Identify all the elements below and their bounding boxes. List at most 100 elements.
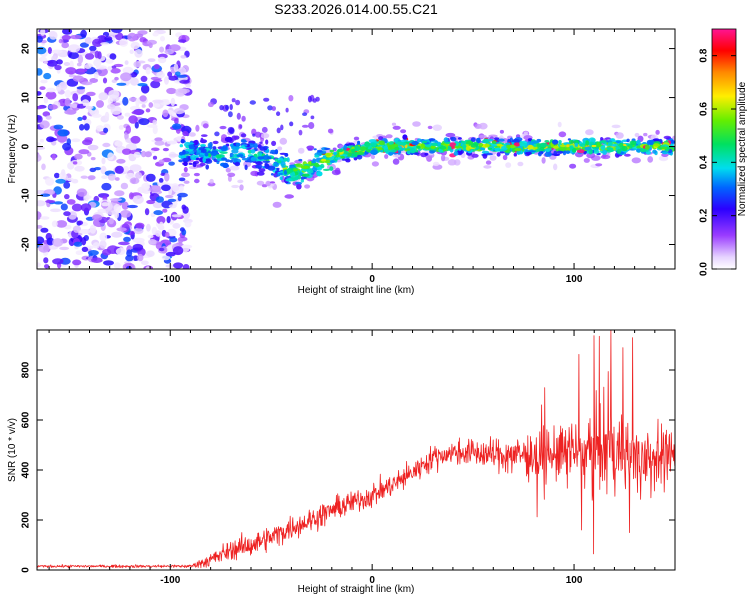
trace-blob <box>513 152 517 157</box>
colorbar: 0.0 0.2 0.4 0.6 0.8 Normalized spectral ampl… <box>699 28 748 276</box>
snr-ylabel: SNR (10 * v/v) <box>7 418 18 482</box>
trace-blob <box>269 181 276 184</box>
trace-blob <box>222 162 229 169</box>
noise-blob <box>148 42 153 49</box>
halo-blob <box>195 124 200 132</box>
trace-blob <box>383 149 391 153</box>
noise-blob <box>102 142 111 148</box>
trace-blob <box>314 154 320 158</box>
noise-blob <box>93 71 99 80</box>
noise-blob <box>92 242 100 249</box>
trace-blob <box>615 140 622 144</box>
trace-blob <box>599 140 607 143</box>
trace-blob <box>493 137 500 141</box>
trace-blob <box>337 148 344 153</box>
noise-blob <box>82 139 93 146</box>
halo-blob <box>585 129 594 136</box>
halo-blob <box>485 160 492 165</box>
noise-blob <box>162 147 169 152</box>
trace-blob <box>300 165 309 169</box>
halo-blob <box>207 182 216 187</box>
noise-blob <box>39 86 46 90</box>
trace-blob <box>378 140 385 146</box>
trace-blob <box>566 144 570 148</box>
trace-blob <box>183 161 188 166</box>
trace-blob <box>204 151 209 157</box>
noise-blob <box>111 231 123 238</box>
halo-blob <box>445 132 456 138</box>
snr-xtick-label: -100 <box>160 575 180 586</box>
trace-blob <box>279 176 283 181</box>
halo-blob <box>447 159 457 166</box>
noise-blob <box>92 38 103 47</box>
noise-blob <box>77 220 84 226</box>
noise-blob <box>76 188 88 197</box>
noise-blob <box>158 159 165 165</box>
trace-blob <box>267 156 272 160</box>
halo-blob <box>478 122 488 130</box>
trace-blob <box>291 175 299 181</box>
halo-blob <box>634 132 640 138</box>
trace-blob <box>201 134 208 138</box>
snr-panel: -100 0 100 0 200 400 600 800 Height of straight… <box>7 329 676 595</box>
noise-blob <box>79 229 91 234</box>
trace-blob <box>602 149 607 155</box>
trace-blob <box>420 143 425 149</box>
trace-blob <box>478 142 484 147</box>
noise-blob <box>90 157 96 161</box>
noise-blob <box>100 165 107 175</box>
noise-blob <box>51 49 63 54</box>
stray-blob <box>271 106 276 111</box>
noise-blob <box>184 220 192 228</box>
trace-blob <box>482 153 488 159</box>
noise-blob <box>38 56 47 63</box>
trace-blob <box>585 140 590 146</box>
noise-blob <box>83 123 90 131</box>
noise-blob <box>173 108 185 115</box>
noise-blob <box>129 164 142 172</box>
noise-blob <box>149 185 162 193</box>
noise-blob <box>107 152 114 161</box>
noise-blob <box>47 47 53 54</box>
noise-blob <box>61 34 71 41</box>
noise-blob <box>113 203 122 213</box>
noise-blob <box>137 83 148 87</box>
halo-blob <box>384 154 389 159</box>
noise-blob <box>57 129 69 137</box>
trace-blob <box>527 144 534 150</box>
noise-blob <box>128 115 138 124</box>
trace-blob <box>434 140 439 144</box>
spectrogram-ytick-label: 0 <box>21 143 32 149</box>
halo-blob <box>260 133 270 139</box>
trace-blob <box>335 157 342 160</box>
noise-blob <box>141 182 151 190</box>
trace-blob <box>568 139 574 144</box>
noise-blob <box>114 190 125 197</box>
noise-blob <box>144 151 152 158</box>
stray-blob <box>307 95 312 103</box>
noise-blob <box>84 53 95 60</box>
trace-blob <box>313 148 317 151</box>
trace-blob <box>182 130 189 137</box>
trace-blob <box>357 140 361 145</box>
trace-blob <box>399 142 407 146</box>
stray-blob <box>227 126 235 134</box>
noise-blob <box>148 102 154 108</box>
noise-blob <box>179 227 185 232</box>
trace-blob <box>283 169 288 175</box>
noise-blob <box>82 115 87 121</box>
noise-blob <box>165 251 176 257</box>
trace-blob <box>329 166 334 172</box>
noise-blob <box>131 110 141 115</box>
stray-blob <box>312 98 317 103</box>
trace-blob <box>210 151 218 156</box>
stray-blob <box>308 122 315 129</box>
trace-blob <box>212 140 219 145</box>
spectrogram-frame <box>36 28 676 270</box>
noise-blob <box>54 64 62 71</box>
trace-blob <box>457 137 462 140</box>
trace-blob <box>367 147 373 150</box>
halo-blob <box>183 180 190 184</box>
halo-blob <box>517 161 524 167</box>
spectrogram-ytick-label: 10 <box>21 92 32 104</box>
